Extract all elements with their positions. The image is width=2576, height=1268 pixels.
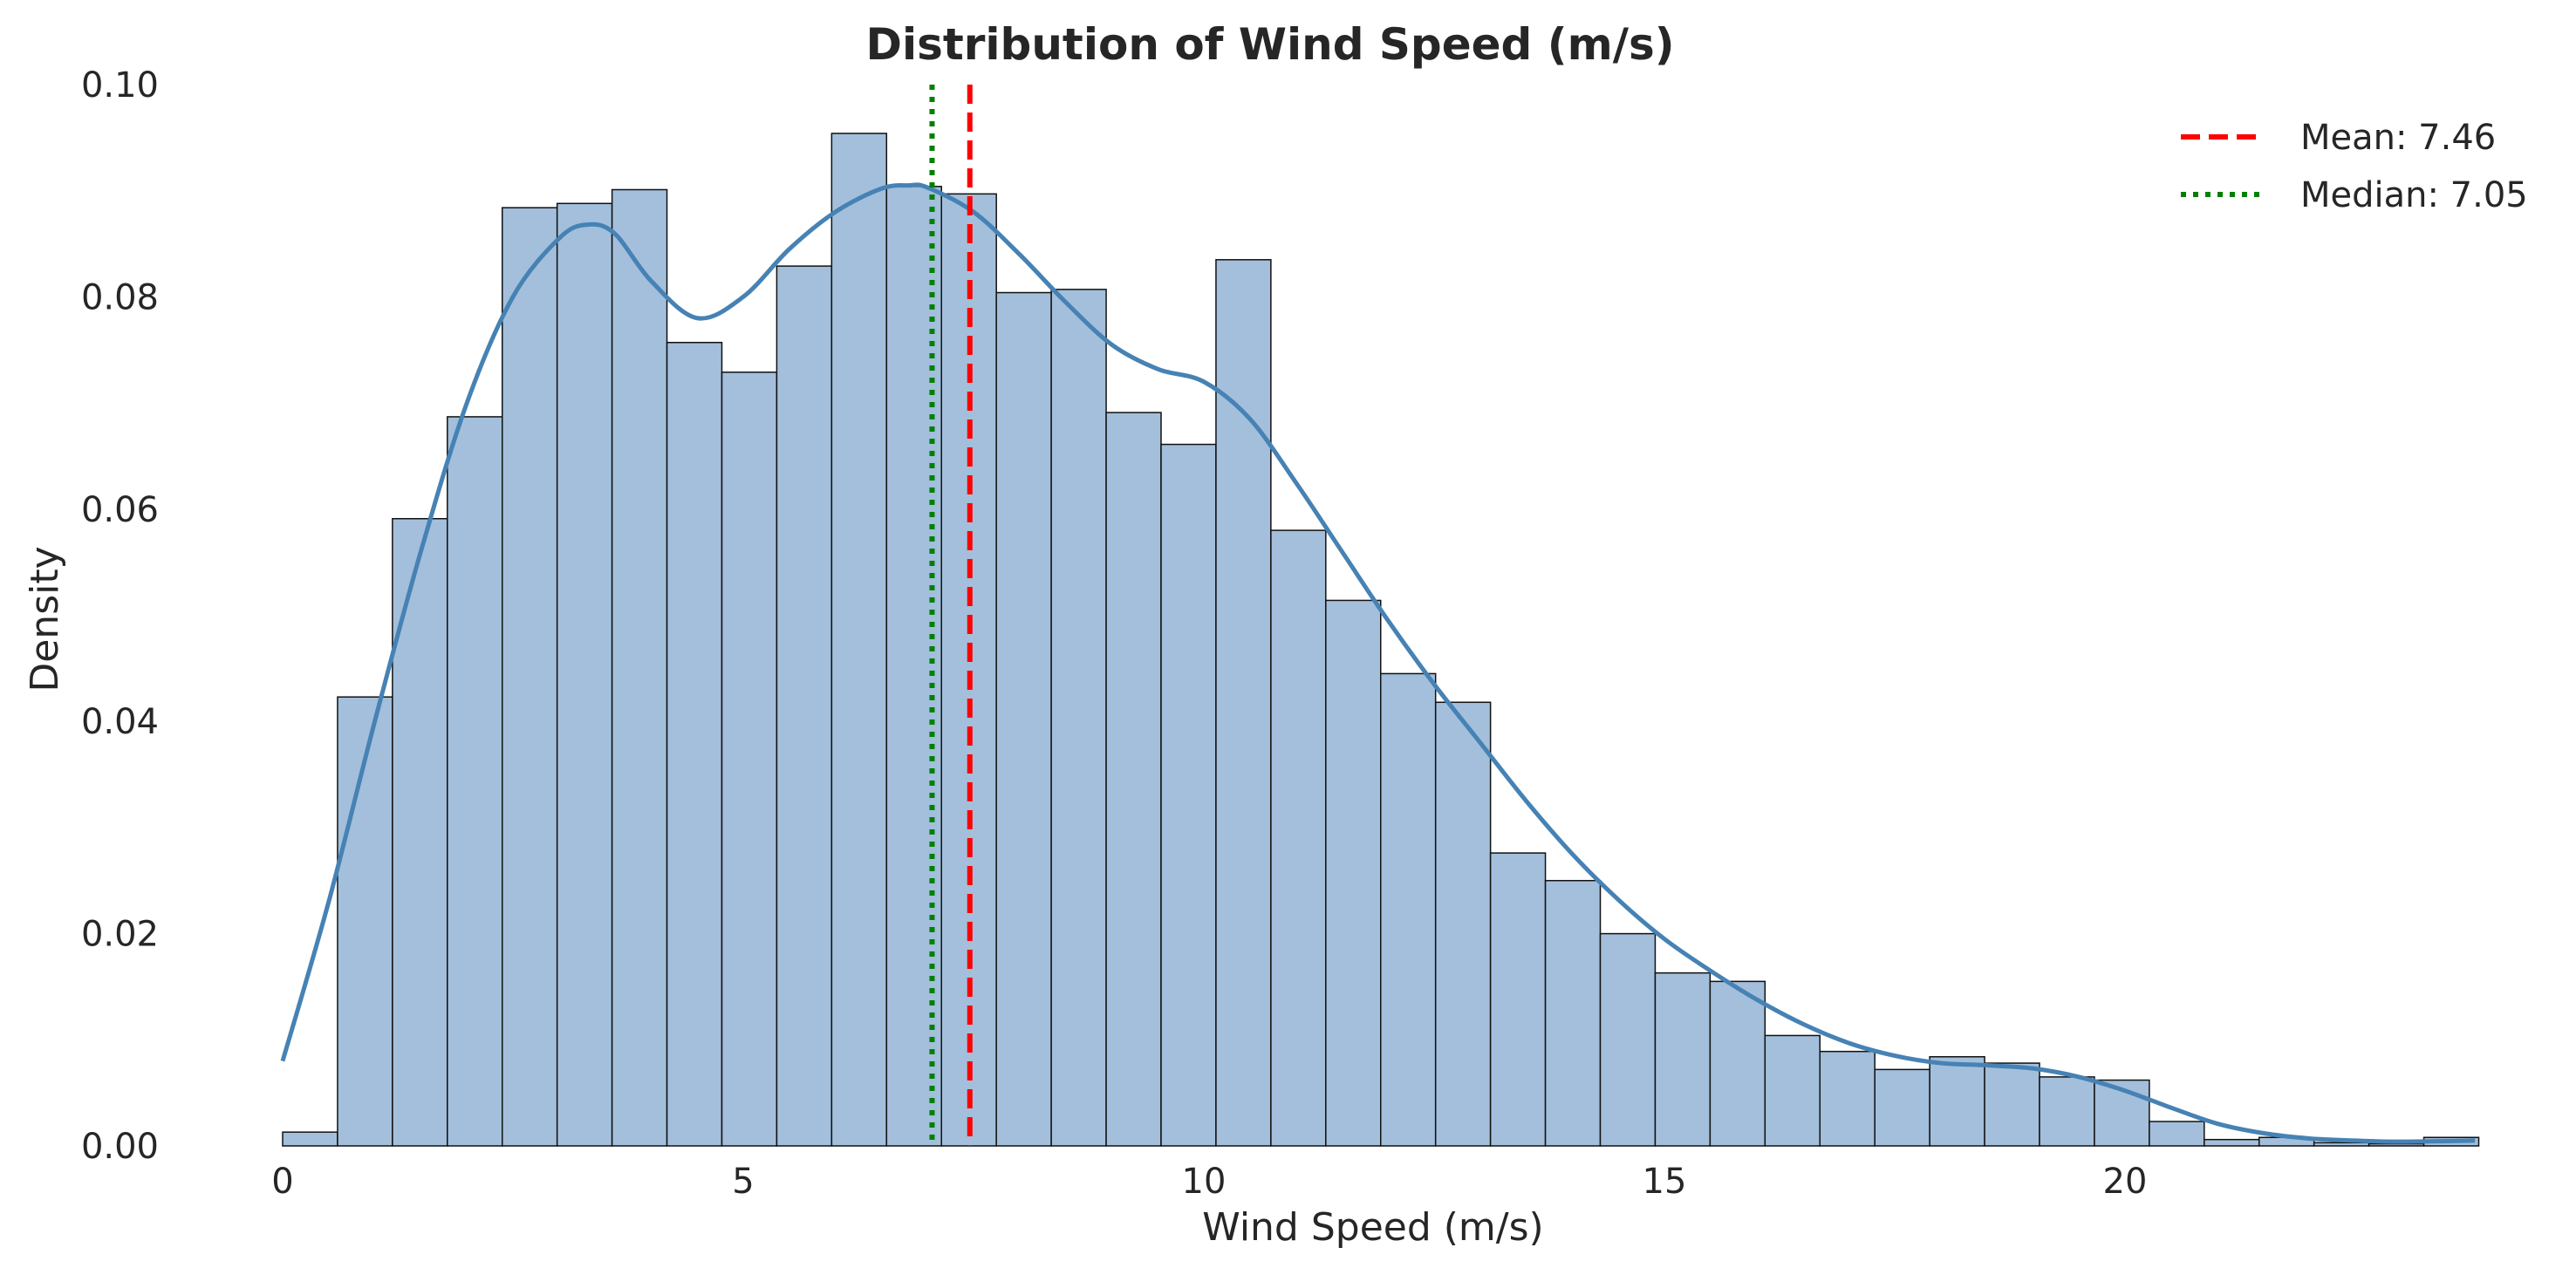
histogram-bar (885, 186, 943, 1147)
histogram-bar (1434, 701, 1492, 1147)
x-tick-label: 5 (732, 1162, 754, 1202)
kde-group (280, 182, 2476, 1144)
histogram-bar (2094, 1079, 2150, 1147)
histogram-bar (1654, 971, 1712, 1147)
histogram-bar (337, 696, 393, 1147)
histogram-bar (1050, 289, 1107, 1147)
histogram-bar (556, 202, 613, 1147)
y-ticks: 0.00 0.02 0.04 0.06 0.08 0.10 (81, 65, 159, 1167)
legend-mean-label: Mean: 7.46 (2300, 118, 2496, 158)
histogram-bar (2039, 1076, 2095, 1147)
histogram-bar (830, 133, 888, 1147)
histogram-bar (1929, 1056, 1985, 1147)
histogram-bar (2313, 1142, 2370, 1147)
histogram-bar (1105, 412, 1162, 1147)
histogram-bar (447, 416, 503, 1147)
y-tick-label: 0.00 (81, 1127, 159, 1167)
y-tick-label: 0.08 (81, 277, 159, 317)
y-axis-label: Density (23, 546, 67, 692)
y-tick-label: 0.04 (81, 702, 159, 742)
histogram-bar (1709, 980, 1766, 1147)
y-tick-label: 0.06 (81, 490, 159, 530)
histogram-bar (666, 341, 723, 1147)
histogram-bar (392, 518, 448, 1147)
x-tick-label: 15 (1643, 1162, 1687, 1202)
histogram-bar (1160, 443, 1217, 1147)
histogram-bar (1380, 672, 1437, 1147)
x-tick-label: 10 (1182, 1162, 1227, 1202)
histogram-bar (2368, 1142, 2425, 1147)
reference-lines (929, 85, 973, 1146)
histogram-bar (1874, 1068, 1930, 1147)
x-axis-label: Wind Speed (m/s) (1202, 1205, 1543, 1250)
histogram-bar (1489, 852, 1547, 1147)
histogram-bar (1764, 1034, 1821, 1147)
y-tick-label: 0.02 (81, 915, 159, 955)
histogram-bar (2149, 1121, 2205, 1147)
x-ticks: 0 5 10 15 20 (271, 1162, 2147, 1202)
chart-title: Distribution of Wind Speed (m/s) (865, 19, 1674, 70)
x-tick-label: 0 (271, 1162, 293, 1202)
histogram-bar (721, 372, 778, 1147)
kde-curve (280, 182, 2476, 1144)
histogram-bar (2204, 1138, 2260, 1147)
y-tick-label: 0.10 (81, 65, 159, 106)
histogram-bar (1544, 880, 1602, 1147)
legend-median-label: Median: 7.05 (2300, 175, 2528, 215)
histogram-bar (282, 1131, 338, 1147)
bars-group (282, 133, 2480, 1147)
histogram-bar (611, 188, 668, 1147)
legend: Mean: 7.46 Median: 7.05 (2181, 118, 2528, 215)
histogram-bar (1325, 599, 1382, 1147)
histogram-bar (1819, 1050, 1876, 1147)
histogram-bar (1215, 259, 1272, 1147)
histogram-bar (1984, 1062, 2040, 1147)
x-tick-label: 20 (2103, 1162, 2148, 1202)
histogram-bar (995, 291, 1052, 1147)
histogram-bar (502, 207, 558, 1147)
histogram-bar (1599, 932, 1657, 1147)
histogram-bar (1270, 529, 1327, 1147)
histogram-bar (776, 265, 833, 1147)
